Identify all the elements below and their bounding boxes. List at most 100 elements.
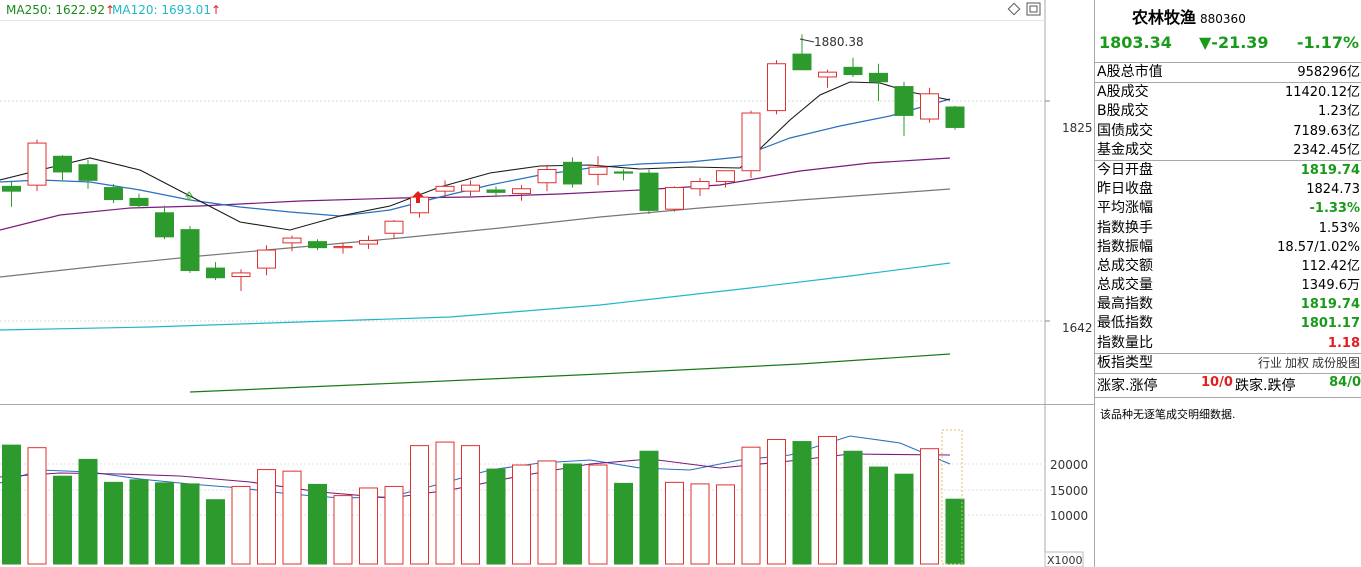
volume-bar[interactable] (920, 448, 939, 565)
sell-signal-arrow-icon (185, 191, 193, 201)
volume-bar[interactable] (129, 479, 149, 565)
candle-up[interactable] (665, 187, 684, 210)
candle-down[interactable] (129, 197, 149, 207)
volume-bar[interactable] (818, 435, 837, 565)
window-maximize-icon[interactable] (1026, 2, 1041, 16)
candle-up[interactable] (333, 245, 353, 249)
candle-up[interactable] (384, 220, 404, 234)
volume-bar[interactable] (843, 450, 863, 565)
volume-bar[interactable] (614, 482, 633, 565)
volume-bar[interactable] (206, 499, 225, 565)
volume-bar[interactable] (27, 447, 47, 565)
stat-row: 最低指数 1801.17 (1097, 315, 1360, 332)
board-type-weighted-link[interactable]: 加权 (1284, 355, 1309, 370)
candle-up[interactable] (435, 185, 455, 192)
candle-down[interactable] (843, 66, 863, 76)
candle-down[interactable] (308, 241, 327, 249)
candle-down[interactable] (486, 189, 506, 193)
volume-bar[interactable] (333, 495, 353, 565)
volume-bars-group (2, 435, 965, 565)
candle-up[interactable] (537, 169, 557, 184)
volume-bar[interactable] (180, 483, 200, 565)
board-type-industry-link[interactable]: 行业 (1257, 355, 1282, 370)
volume-bar[interactable] (741, 446, 761, 565)
volume-bar[interactable] (435, 441, 455, 565)
candle-down[interactable] (614, 171, 633, 174)
stat-row: 今日开盘 1819.74 (1095, 159, 1361, 180)
kline-chart[interactable]: 1825 1642 20000 15000 10000 X1000 MA250:… (0, 0, 1094, 567)
candle-up[interactable] (359, 239, 378, 245)
stat-row: A股总市值 958296亿 (1097, 64, 1360, 80)
volume-bar[interactable] (53, 475, 72, 565)
candle-up[interactable] (716, 170, 735, 183)
candle-up[interactable] (257, 249, 276, 269)
candle-down[interactable] (78, 164, 98, 181)
candle-down[interactable] (869, 72, 888, 83)
volume-bar[interactable] (257, 469, 276, 565)
vol-tick-label: 20000 (1050, 458, 1088, 472)
volume-bar[interactable] (945, 498, 965, 565)
candle-down[interactable] (206, 267, 225, 279)
candle-up[interactable] (27, 142, 47, 186)
volume-bar[interactable] (359, 487, 378, 565)
volume-bar[interactable] (588, 464, 608, 565)
candle-down[interactable] (945, 106, 965, 128)
volume-bar[interactable] (716, 484, 735, 565)
candle-up[interactable] (231, 272, 251, 278)
volume-bar[interactable] (563, 463, 582, 565)
volume-bar[interactable] (104, 481, 123, 565)
volume-bar[interactable] (869, 466, 888, 565)
volume-bar[interactable] (155, 482, 174, 565)
board-type-row: 板指类型 行业 加权 成份股图 (1095, 352, 1361, 373)
stat-row: 昨日收盘 1824.73 (1097, 181, 1360, 198)
board-type-constituents-link[interactable]: 成份股图 (1311, 355, 1360, 370)
volume-bar[interactable] (486, 468, 506, 565)
price-change: ▼-21.39 (1199, 33, 1269, 52)
candle-down[interactable] (563, 161, 582, 185)
no-tick-data-note: 该品种无逐笔成交明细数据. (1100, 408, 1236, 421)
candle-down[interactable] (53, 155, 72, 173)
candle-down[interactable] (104, 187, 123, 201)
diamond-icon[interactable] (1007, 2, 1021, 16)
volume-bar[interactable] (2, 444, 21, 565)
advance-decline-row: 涨家.涨停 10/0 跌家.跌停 84/0 (1097, 375, 1361, 394)
candle-up[interactable] (282, 237, 302, 244)
candle-up[interactable] (920, 93, 939, 120)
volume-bar[interactable] (410, 445, 429, 565)
volume-bar[interactable] (282, 470, 302, 565)
candle-up[interactable] (767, 63, 786, 112)
price-change-pct: -1.17% (1296, 33, 1359, 52)
volume-bar[interactable] (537, 460, 557, 565)
volume-bar[interactable] (894, 473, 914, 565)
candle-down[interactable] (2, 185, 21, 192)
candle-down[interactable] (639, 172, 659, 211)
stat-row: 国债成交 7189.63亿 (1097, 122, 1360, 139)
candle-up[interactable] (588, 166, 608, 175)
candle-up[interactable] (818, 71, 837, 78)
candle-up[interactable] (461, 184, 480, 192)
ma30-line (0, 157, 951, 231)
candle-up[interactable] (690, 181, 710, 190)
stat-row: 指数量比 1.18 (1097, 334, 1360, 351)
candle-down[interactable] (155, 212, 174, 238)
candle-up[interactable] (512, 188, 531, 195)
candle-down[interactable] (180, 229, 200, 272)
candle-down[interactable] (894, 86, 914, 116)
volume-bar[interactable] (792, 441, 812, 565)
candles-group (2, 34, 965, 291)
volume-bar[interactable] (665, 481, 684, 565)
price-tick-label: 1825 (1062, 121, 1093, 135)
volume-bar[interactable] (767, 439, 786, 565)
candle-up[interactable] (741, 112, 761, 172)
volume-bar[interactable] (308, 483, 327, 565)
volume-bar[interactable] (461, 445, 480, 565)
volume-bar[interactable] (690, 483, 710, 565)
candle-down[interactable] (792, 53, 812, 71)
volume-bar[interactable] (231, 485, 251, 565)
stat-row: 指数振幅 18.57/1.02% (1097, 238, 1360, 255)
volume-bar[interactable] (639, 450, 659, 565)
quote-row: 1803.34 ▼-21.39 -1.17% (1099, 33, 1361, 55)
volume-bar[interactable] (78, 458, 98, 565)
volume-bar[interactable] (384, 485, 404, 565)
volume-bar[interactable] (512, 464, 531, 565)
